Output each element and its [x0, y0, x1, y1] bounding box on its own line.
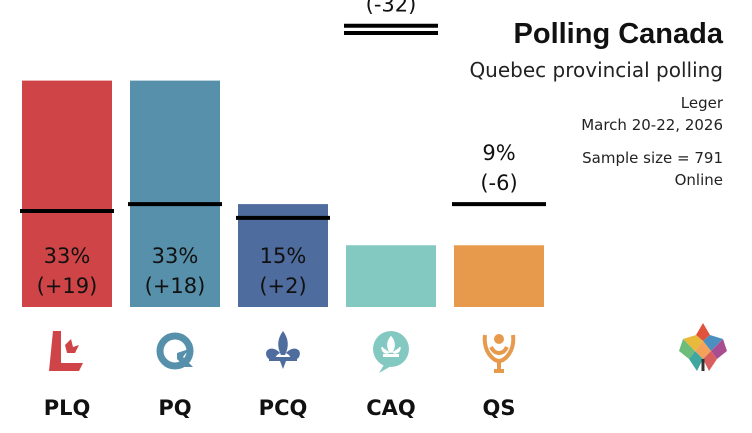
pollster-label: Leger — [680, 94, 723, 112]
value-label-plq: 33% — [44, 244, 91, 268]
pq-logo-icon — [156, 332, 194, 370]
poll-method: Online — [674, 171, 723, 189]
bar-pq — [130, 80, 220, 308]
category-label-pcq: PCQ — [259, 396, 308, 420]
caq-logo-icon — [373, 331, 409, 373]
category-label-plq: PLQ — [44, 396, 91, 420]
category-label-pq: PQ — [158, 396, 191, 420]
bar-plq — [22, 80, 112, 308]
polling-canada-logo-icon — [679, 323, 727, 371]
change-label-qs: (-6) — [480, 171, 517, 195]
bar-qs — [454, 245, 544, 307]
sample-size: Sample size = 791 — [582, 149, 723, 167]
category-label-qs: QS — [483, 396, 516, 420]
change-label-pcq: (+2) — [259, 274, 306, 298]
pcq-logo-icon — [266, 331, 300, 369]
chart-subtitle: Quebec provincial polling — [469, 58, 723, 82]
poll-dates: March 20-22, 2026 — [581, 116, 723, 134]
change-label-caq: (-32) — [366, 0, 417, 17]
bar-caq — [346, 245, 436, 307]
value-label-pq: 33% — [152, 244, 199, 268]
bar-pcq — [238, 204, 328, 307]
value-label-qs: 9% — [482, 141, 515, 165]
change-label-pq: (+18) — [145, 274, 206, 298]
chart-title: Polling Canada — [513, 18, 723, 50]
change-label-plq: (+19) — [37, 274, 98, 298]
plq-logo-icon — [49, 331, 83, 371]
category-label-caq: CAQ — [366, 396, 416, 420]
value-label-pcq: 15% — [260, 244, 307, 268]
qs-logo-icon — [482, 334, 516, 373]
